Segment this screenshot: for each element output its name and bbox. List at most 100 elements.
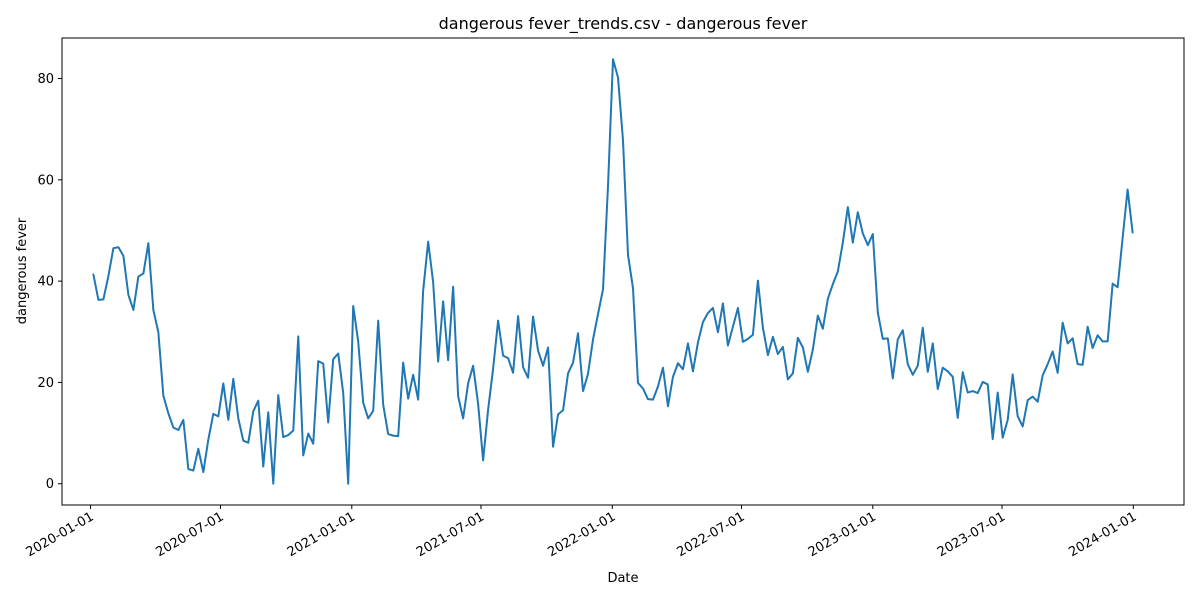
data-point — [371, 409, 375, 413]
data-point — [766, 353, 770, 357]
y-tick-label: 20 — [37, 376, 54, 391]
data-point — [361, 401, 365, 405]
data-point — [401, 361, 405, 365]
data-point — [491, 367, 495, 371]
data-point — [536, 349, 540, 353]
data-point — [1026, 398, 1030, 402]
data-point — [876, 311, 880, 315]
data-point — [801, 345, 805, 349]
data-point — [931, 341, 935, 345]
data-point — [726, 343, 730, 347]
data-point — [531, 315, 535, 319]
data-point — [896, 337, 900, 341]
data-point — [696, 340, 700, 344]
data-point — [981, 380, 985, 384]
data-point — [626, 253, 630, 257]
data-point — [601, 287, 605, 291]
data-point — [291, 429, 295, 433]
data-point — [811, 348, 815, 352]
data-point — [746, 337, 750, 341]
data-point — [1061, 321, 1065, 325]
data-point — [731, 325, 735, 329]
data-point — [596, 312, 600, 316]
data-point — [221, 381, 225, 385]
data-point — [581, 389, 585, 393]
data-point — [421, 289, 425, 293]
data-point — [411, 373, 415, 377]
data-point — [266, 410, 270, 414]
data-point — [756, 279, 760, 283]
data-point — [171, 426, 175, 430]
data-point — [116, 245, 120, 249]
data-point — [181, 418, 185, 422]
data-point — [881, 337, 885, 341]
data-point — [676, 361, 680, 365]
data-point — [476, 402, 480, 406]
data-point — [356, 339, 360, 343]
data-point — [136, 275, 140, 279]
data-point — [1131, 231, 1135, 235]
y-tick-label: 40 — [37, 275, 54, 290]
data-point — [576, 331, 580, 335]
data-point — [546, 345, 550, 349]
data-point — [1006, 418, 1010, 422]
data-point — [226, 418, 230, 422]
data-point — [1051, 350, 1055, 354]
data-point — [1001, 436, 1005, 440]
data-point — [966, 391, 970, 395]
data-point — [1056, 371, 1060, 375]
data-point — [431, 280, 435, 284]
data-point — [1091, 346, 1095, 350]
data-point — [231, 377, 235, 381]
data-point — [106, 274, 110, 278]
data-point — [1116, 285, 1120, 289]
data-point — [786, 377, 790, 381]
data-point — [996, 391, 1000, 395]
data-point — [556, 412, 560, 416]
data-point — [151, 308, 155, 312]
data-point — [271, 482, 275, 486]
data-point — [186, 467, 190, 471]
data-point — [956, 416, 960, 420]
data-point — [591, 337, 595, 341]
data-point — [621, 138, 625, 142]
data-point — [1076, 362, 1080, 366]
data-point — [901, 328, 905, 332]
data-point — [236, 416, 240, 420]
data-point — [951, 375, 955, 379]
data-point — [926, 370, 930, 374]
data-point — [341, 391, 345, 395]
data-point — [921, 326, 925, 330]
data-point — [916, 364, 920, 368]
data-point — [276, 393, 280, 397]
data-point — [111, 246, 115, 250]
data-point — [461, 416, 465, 420]
data-point — [841, 241, 845, 245]
data-point — [961, 370, 965, 374]
data-point — [126, 293, 130, 297]
data-point — [826, 297, 830, 301]
data-point — [1096, 333, 1100, 337]
data-point — [821, 327, 825, 331]
data-point — [1081, 363, 1085, 367]
data-point — [306, 432, 310, 436]
data-point — [711, 306, 715, 310]
data-point — [316, 359, 320, 363]
data-point — [191, 469, 195, 473]
data-point — [1016, 414, 1020, 418]
y-axis-title: dangerous fever — [15, 217, 30, 324]
data-point — [311, 442, 315, 446]
data-point — [846, 205, 850, 209]
data-point — [836, 270, 840, 274]
data-point — [396, 434, 400, 438]
data-point — [486, 408, 490, 412]
data-point — [666, 404, 670, 408]
x-axis-title: Date — [607, 571, 638, 586]
data-point — [156, 330, 160, 334]
data-point — [1126, 187, 1130, 191]
data-point — [736, 306, 740, 310]
data-point — [521, 365, 525, 369]
data-point — [446, 358, 450, 362]
data-point — [346, 482, 350, 486]
